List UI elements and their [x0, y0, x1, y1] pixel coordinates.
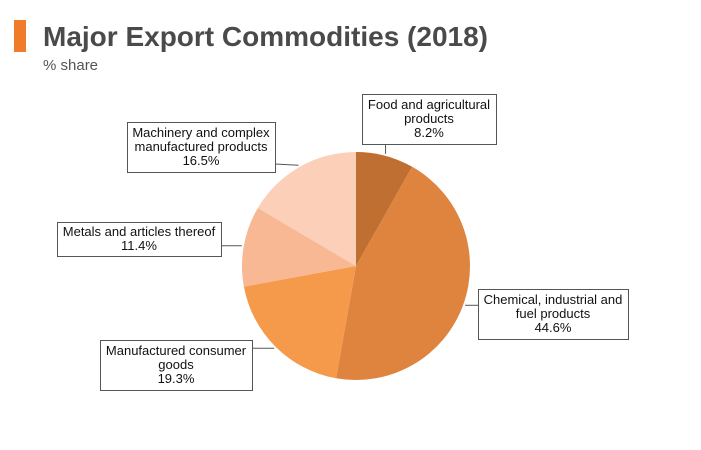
pie-slice	[242, 207, 356, 287]
slice-value-label: 44.6%	[535, 320, 572, 335]
callout-box	[478, 289, 629, 340]
callout-leader	[274, 163, 299, 166]
slice-category-label: Food and agricultural	[368, 97, 490, 112]
slice-category-label: products	[404, 111, 454, 126]
chart-subtitle: % share	[43, 57, 99, 74]
slice-value-label: 19.3%	[158, 371, 195, 386]
title-accent-bar	[14, 20, 26, 52]
slice-category-label: Manufactured consumer	[106, 343, 247, 358]
slice-value-label: 11.4%	[121, 238, 157, 253]
callout-box	[57, 222, 222, 257]
pie-slice	[356, 152, 413, 266]
slice-category-label: Machinery and complex	[132, 125, 270, 140]
pie-slice	[336, 166, 470, 380]
callout-box	[100, 340, 253, 391]
slice-value-label: 8.2%	[414, 125, 444, 140]
chart-title: Major Export Commodities (2018)	[43, 21, 488, 52]
slice-category-label: manufactured products	[135, 139, 268, 154]
slice-value-label: 16.5%	[183, 153, 220, 168]
slice-category-label: Chemical, industrial and	[484, 292, 623, 307]
pie-slice	[257, 152, 356, 266]
slice-category-label: Metals and articles thereof	[63, 224, 216, 239]
pie-slice	[243, 266, 356, 379]
slice-category-label: fuel products	[516, 306, 591, 321]
slice-category-label: goods	[158, 357, 194, 372]
callout-box	[362, 94, 497, 145]
callout-box	[127, 122, 276, 173]
